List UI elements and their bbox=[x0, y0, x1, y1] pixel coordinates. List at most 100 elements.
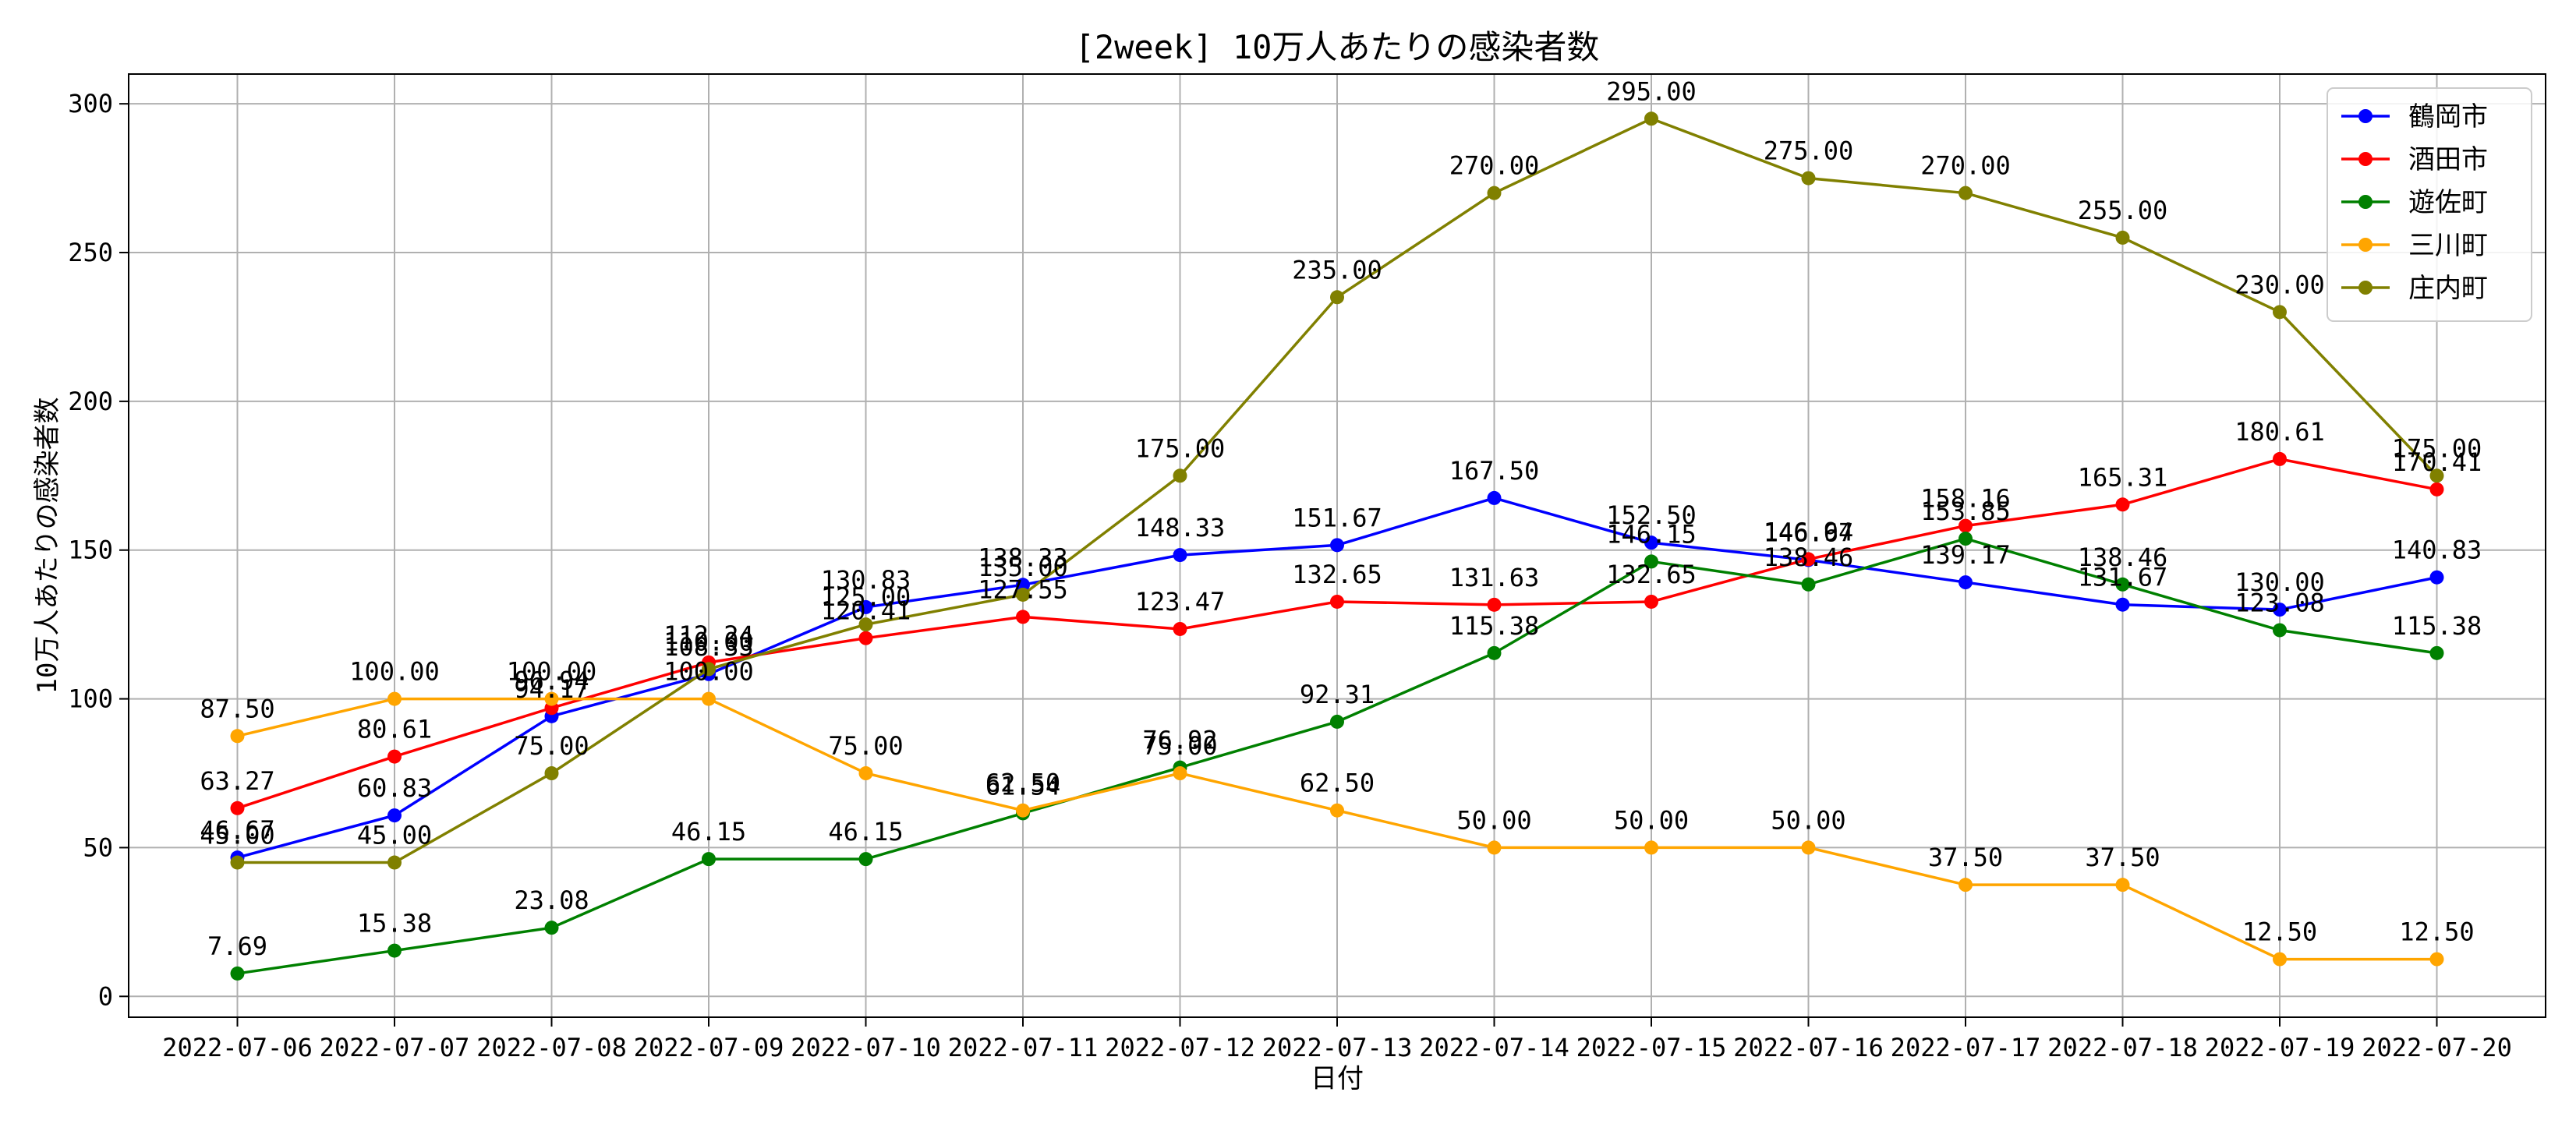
data-label: 138.33 bbox=[978, 543, 1068, 572]
legend-item: 三川町 bbox=[2341, 230, 2488, 261]
y-tick-label: 50 bbox=[83, 832, 113, 862]
data-label: 75.00 bbox=[1142, 731, 1217, 761]
x-tick-label: 2022-07-17 bbox=[1891, 1033, 2041, 1062]
data-label: 87.50 bbox=[200, 694, 274, 723]
y-axis-label: 10万人あたりの感染者数 bbox=[32, 398, 63, 695]
x-axis-label: 日付 bbox=[1311, 1063, 1364, 1094]
data-label: 62.50 bbox=[1300, 769, 1375, 798]
data-point bbox=[230, 966, 245, 981]
data-label: 115.38 bbox=[1449, 611, 1540, 641]
data-label: 146.94 bbox=[1764, 517, 1854, 546]
legend-item: 遊佐町 bbox=[2341, 187, 2488, 218]
data-label: 62.50 bbox=[985, 769, 1060, 798]
data-point bbox=[1173, 621, 1187, 636]
data-label: 146.67 bbox=[1764, 518, 1854, 547]
data-label: 112.24 bbox=[663, 620, 754, 650]
data-point bbox=[1959, 532, 1973, 546]
data-point bbox=[230, 801, 245, 815]
x-tick-label: 2022-07-09 bbox=[634, 1033, 784, 1062]
data-point bbox=[858, 599, 873, 614]
data-point bbox=[387, 855, 402, 870]
data-label: 50.00 bbox=[1614, 805, 1689, 835]
legend-item: 鶴岡市 bbox=[2341, 101, 2488, 133]
data-label: 75.00 bbox=[828, 731, 903, 761]
data-point bbox=[1330, 594, 1344, 609]
data-label: 146.15 bbox=[1606, 519, 1697, 549]
data-point bbox=[1016, 610, 1030, 624]
data-point bbox=[2273, 305, 2287, 320]
data-point bbox=[1644, 840, 1658, 855]
data-label: 165.31 bbox=[2078, 462, 2168, 492]
data-point bbox=[2115, 878, 2130, 892]
data-label: 275.00 bbox=[1764, 136, 1854, 166]
y-tick-label: 0 bbox=[98, 981, 113, 1011]
data-point bbox=[2273, 451, 2287, 466]
data-point bbox=[1173, 548, 1187, 563]
x-tick-label: 2022-07-08 bbox=[476, 1033, 627, 1062]
data-label: 94.17 bbox=[514, 674, 589, 704]
data-point bbox=[1644, 554, 1658, 569]
x-tick-label: 2022-07-18 bbox=[2047, 1033, 2198, 1062]
data-point bbox=[1487, 186, 1502, 200]
data-point bbox=[858, 766, 873, 781]
y-tick-label: 100 bbox=[68, 684, 113, 714]
x-tick-label: 2022-07-12 bbox=[1105, 1033, 1255, 1062]
data-point bbox=[1959, 186, 1973, 200]
data-point bbox=[1801, 171, 1816, 186]
data-label: 152.50 bbox=[1606, 500, 1697, 530]
data-point bbox=[1016, 803, 1030, 818]
data-point bbox=[2115, 497, 2130, 512]
data-point bbox=[2429, 468, 2444, 483]
data-label: 75.00 bbox=[514, 731, 589, 761]
data-label: 158.16 bbox=[1920, 484, 2011, 514]
legend-marker bbox=[2358, 281, 2373, 295]
series-lines bbox=[230, 111, 2444, 981]
data-label: 76.92 bbox=[1142, 726, 1217, 755]
data-point bbox=[858, 852, 873, 867]
data-label: 15.38 bbox=[357, 909, 432, 938]
y-tick-label: 200 bbox=[68, 387, 113, 416]
data-label: 80.61 bbox=[357, 715, 432, 744]
legend-marker bbox=[2358, 152, 2373, 166]
data-point bbox=[2115, 577, 2130, 592]
data-point bbox=[2429, 952, 2444, 967]
data-label: 50.00 bbox=[1771, 805, 1845, 835]
data-point bbox=[1487, 840, 1502, 855]
data-point bbox=[387, 749, 402, 764]
data-label: 139.17 bbox=[1920, 540, 2011, 570]
data-label: 45.00 bbox=[357, 821, 432, 850]
data-label: 130.83 bbox=[821, 565, 911, 595]
legend-item: 酒田市 bbox=[2341, 144, 2488, 175]
data-label: 100.00 bbox=[663, 657, 754, 687]
data-label: 270.00 bbox=[1920, 151, 2011, 181]
data-label: 130.00 bbox=[2235, 567, 2325, 597]
data-point bbox=[858, 631, 873, 645]
data-label: 295.00 bbox=[1606, 76, 1697, 106]
data-point bbox=[1959, 878, 1973, 892]
data-point bbox=[1801, 577, 1816, 592]
data-label: 255.00 bbox=[2078, 196, 2168, 225]
x-tick-label: 2022-07-15 bbox=[1576, 1033, 1727, 1062]
legend-marker bbox=[2358, 109, 2373, 123]
data-point bbox=[2273, 603, 2287, 617]
data-label: 175.00 bbox=[2392, 433, 2482, 463]
data-point bbox=[858, 617, 873, 632]
data-labels: 46.67 60.83 94.17 108.33 130.83 138.33 148.33 1… bbox=[200, 76, 2482, 961]
legend-marker bbox=[2358, 195, 2373, 209]
data-point bbox=[1016, 578, 1030, 592]
data-label: 23.08 bbox=[514, 885, 589, 915]
x-tick-label: 2022-07-19 bbox=[2205, 1033, 2355, 1062]
data-label: 92.31 bbox=[1300, 680, 1375, 709]
data-label: 123.08 bbox=[2235, 588, 2325, 617]
data-point bbox=[1801, 840, 1816, 855]
data-point bbox=[1644, 111, 1658, 126]
data-label: 12.50 bbox=[2242, 917, 2317, 947]
data-point bbox=[1644, 535, 1658, 550]
data-point bbox=[1016, 587, 1030, 602]
legend-label: 三川町 bbox=[2408, 230, 2488, 261]
data-label: 46.15 bbox=[671, 817, 746, 847]
data-label: 175.00 bbox=[1135, 433, 1226, 463]
data-label: 170.41 bbox=[2392, 447, 2482, 477]
